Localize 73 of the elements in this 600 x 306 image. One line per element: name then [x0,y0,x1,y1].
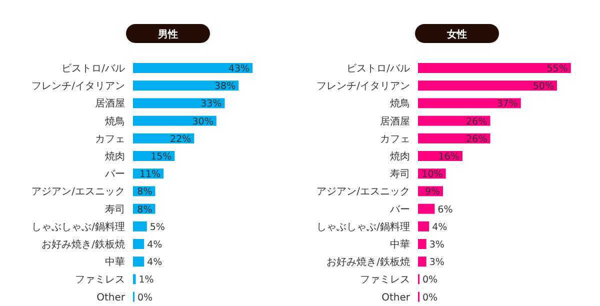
data-label: 5% [150,222,165,233]
data-label: 3% [429,257,444,268]
data-label: 43% [228,64,250,74]
bar [418,63,571,73]
data-label: 3% [429,240,444,250]
y-tick-label: しゃぶしゃぶ/鍋料理 [32,220,125,233]
y-tick-label: 居酒屋 [380,115,410,128]
data-label: 0% [422,292,438,304]
y-tick-label: アジアン/エスニック [316,186,410,198]
data-label: 4% [147,257,162,268]
y-tick-label: ファミレス [360,274,410,286]
data-label: 10% [422,169,443,180]
bar [133,274,136,284]
y-tick-label: 中華 [390,238,410,250]
y-tick-label: ビストロ/バル [346,64,410,74]
data-label: 38% [214,81,236,92]
y-tick-label: ファミレス [75,274,125,286]
bar [418,221,430,232]
data-label: 0% [422,274,438,286]
bar [133,116,216,126]
y-tick-label: しゃぶしゃぶ/鍋料理 [316,220,410,233]
data-label: 4% [147,240,162,250]
bar [133,239,144,249]
data-label: 55% [546,64,568,74]
bar [133,98,225,108]
y-tick-label: アジアン/エスニック [32,186,125,198]
bar [418,239,426,249]
y-tick-label: 焼鳥 [390,98,410,110]
y-tick-label: 居酒屋 [95,98,125,110]
y-tick-label: 寿司 [390,169,410,180]
y-tick-label: Other [382,292,411,304]
y-tick-label: 焼鳥 [105,115,125,128]
y-tick-label: Other [96,292,126,304]
y-tick-label: 焼肉 [390,150,410,162]
data-label: 9% [424,186,440,198]
bar [418,204,435,214]
data-label: 1% [138,274,154,286]
data-label: 50% [532,81,554,92]
data-label: 4% [432,222,448,233]
y-tick-label: お好み焼き/鉄板焼 [42,238,125,250]
data-label: 37% [496,98,518,110]
data-label: 8% [137,204,152,216]
y-tick-label: フレンチ/イタリアン [316,81,410,92]
data-label: 30% [192,116,214,128]
y-tick-label: ビストロ/バル [62,64,125,74]
y-tick-label: フレンチ/イタリアン [32,81,125,92]
chart-title: 女性 [446,28,467,40]
y-tick-label: バー [389,204,410,216]
bar [418,98,521,108]
data-label: 8% [137,186,152,198]
data-label: 15% [150,152,172,162]
y-tick-label: 寿司 [105,204,125,216]
data-label: 16% [438,152,460,162]
data-label: 11% [139,169,161,180]
data-label: 33% [200,98,222,110]
data-label: 6% [438,204,453,216]
y-tick-label: 焼肉 [105,150,125,162]
y-tick-label: バー [104,169,125,180]
bar [418,256,426,267]
bar [133,221,147,232]
y-tick-label: お好み焼き/鉄板焼 [326,256,410,268]
y-tick-label: カフェ [95,134,125,145]
bar [133,256,144,267]
data-label: 26% [466,116,488,128]
bar [133,80,239,91]
data-label: 0% [138,292,153,304]
data-label: 22% [170,134,192,145]
bar [418,80,557,91]
y-tick-label: 中華 [105,256,125,268]
chart-title: 男性 [157,28,178,40]
y-tick-label: カフェ [380,134,410,145]
bar [133,63,253,73]
data-label: 26% [466,134,488,145]
